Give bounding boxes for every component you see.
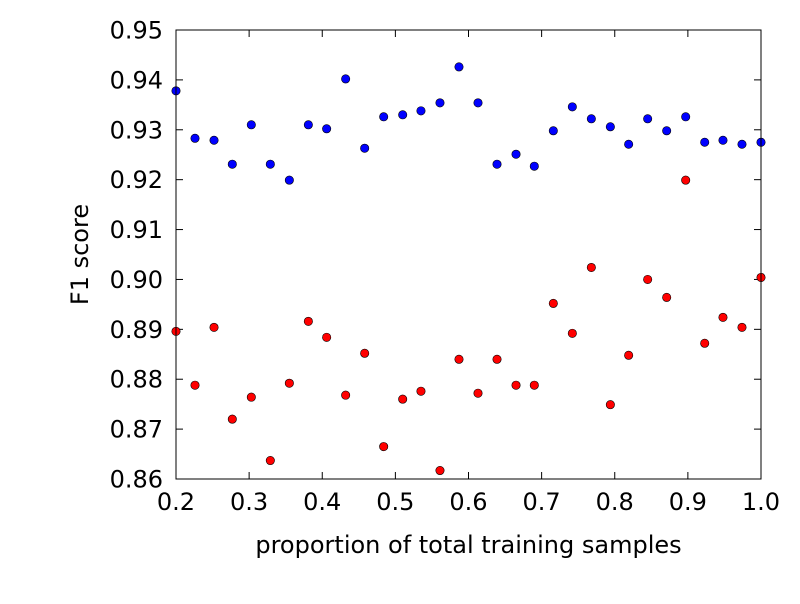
data-point-series-1 <box>586 262 596 272</box>
data-point-series-0 <box>586 114 596 124</box>
data-point-series-1 <box>681 175 691 185</box>
x-tick-label: 0.6 <box>449 488 487 516</box>
x-axis-label: proportion of total training samples <box>255 531 681 559</box>
y-tick-label: 0.87 <box>110 416 163 444</box>
y-tick-label: 0.95 <box>110 17 163 45</box>
data-point-series-1 <box>303 316 313 326</box>
data-point-series-1 <box>360 348 370 358</box>
data-point-series-1 <box>511 380 521 390</box>
data-point-series-1 <box>529 380 539 390</box>
data-point-series-1 <box>605 400 615 410</box>
data-point-series-1 <box>435 466 445 476</box>
data-point-series-1 <box>341 390 351 400</box>
x-tick-label: 1.0 <box>742 488 780 516</box>
data-point-series-0 <box>473 98 483 108</box>
data-point-series-0 <box>681 112 691 122</box>
data-point-series-0 <box>265 159 275 169</box>
plot-background <box>176 30 761 479</box>
x-tick-label: 0.9 <box>669 488 707 516</box>
data-point-series-1 <box>416 386 426 396</box>
data-point-series-1 <box>284 378 294 388</box>
data-point-series-0 <box>303 120 313 130</box>
data-point-series-0 <box>454 62 464 72</box>
y-tick-label: 0.93 <box>110 116 163 144</box>
data-point-series-1 <box>567 328 577 338</box>
data-point-series-0 <box>605 122 615 132</box>
data-point-series-1 <box>379 442 389 452</box>
data-points <box>171 62 766 476</box>
data-point-series-0 <box>190 133 200 143</box>
data-point-series-0 <box>700 137 710 147</box>
y-tick-label: 0.92 <box>110 166 163 194</box>
data-point-series-0 <box>548 126 558 136</box>
data-point-series-1 <box>737 322 747 332</box>
x-tick-label: 0.4 <box>303 488 341 516</box>
data-point-series-1 <box>662 292 672 302</box>
data-point-series-0 <box>492 159 502 169</box>
y-tick-label: 0.86 <box>110 466 163 494</box>
data-point-series-1 <box>246 392 256 402</box>
x-tick-label: 0.7 <box>523 488 561 516</box>
data-point-series-0 <box>643 114 653 124</box>
data-point-series-1 <box>265 456 275 466</box>
data-point-series-1 <box>643 274 653 284</box>
data-point-series-0 <box>435 98 445 108</box>
data-point-series-1 <box>454 354 464 364</box>
data-point-series-0 <box>662 126 672 136</box>
data-point-series-1 <box>398 394 408 404</box>
axis-tick-labels: 0.2 0.3 0.4 0.5 0.6 0.7 0.8 0.9 1.0 0.86 0.87 0.88 0… <box>110 17 781 517</box>
x-tick-label: 0.5 <box>376 488 414 516</box>
data-point-series-0 <box>567 102 577 112</box>
data-point-series-0 <box>246 120 256 130</box>
data-point-series-1 <box>209 322 219 332</box>
data-point-series-0 <box>511 149 521 159</box>
data-point-series-1 <box>473 388 483 398</box>
data-point-series-1 <box>700 338 710 348</box>
data-point-series-0 <box>209 135 219 145</box>
y-tick-label: 0.88 <box>110 366 163 394</box>
data-point-series-1 <box>492 354 502 364</box>
y-tick-label: 0.89 <box>110 316 163 344</box>
data-point-series-0 <box>529 161 539 171</box>
data-point-series-0 <box>624 139 634 149</box>
y-tick-label: 0.90 <box>110 266 163 294</box>
data-point-series-0 <box>379 112 389 122</box>
x-tick-label: 0.8 <box>596 488 634 516</box>
data-point-series-0 <box>360 143 370 153</box>
data-point-series-0 <box>322 124 332 134</box>
data-point-series-0 <box>227 159 237 169</box>
data-point-series-0 <box>416 106 426 116</box>
data-point-series-1 <box>190 380 200 390</box>
y-axis-label: F1 score <box>66 204 94 305</box>
data-point-series-1 <box>624 350 634 360</box>
data-point-series-0 <box>737 139 747 149</box>
data-point-series-0 <box>718 135 728 145</box>
data-point-series-1 <box>718 312 728 322</box>
plot-frame <box>175 29 762 480</box>
y-tick-label: 0.94 <box>110 66 163 94</box>
y-tick-label: 0.91 <box>110 216 163 244</box>
data-point-series-0 <box>398 110 408 120</box>
data-point-series-1 <box>548 298 558 308</box>
data-point-series-1 <box>322 332 332 342</box>
data-point-series-1 <box>227 414 237 424</box>
x-tick-label: 0.3 <box>230 488 268 516</box>
x-tick-label: 0.2 <box>157 488 195 516</box>
data-point-series-0 <box>341 74 351 84</box>
data-point-series-0 <box>284 175 294 185</box>
